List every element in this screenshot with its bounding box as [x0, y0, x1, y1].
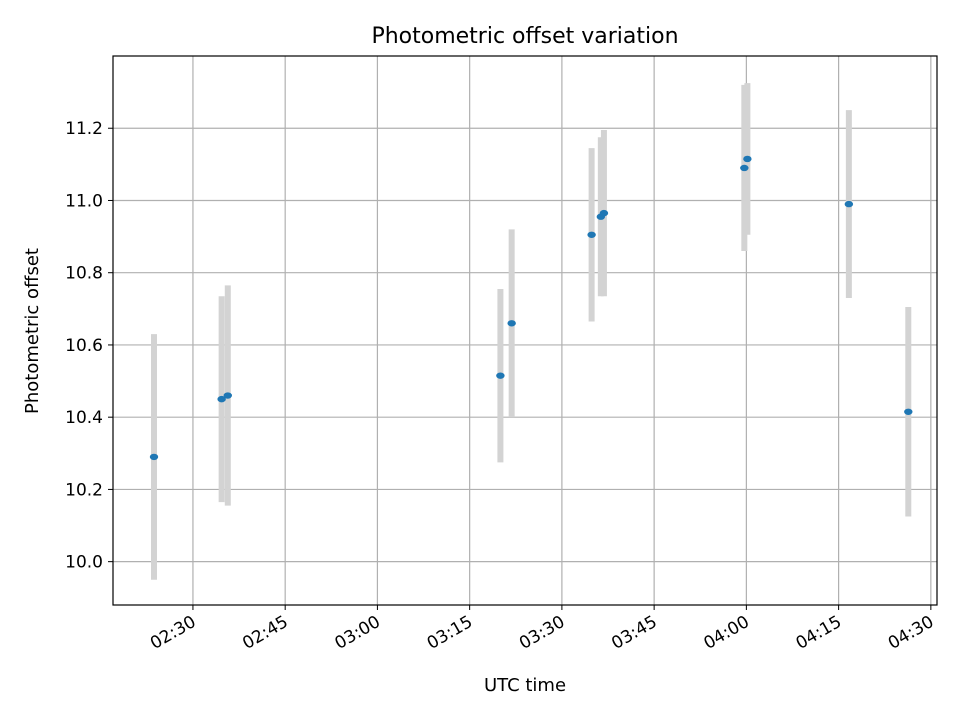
y-tick-label: 11.2 — [65, 119, 103, 139]
x-tick-label: 02:45 — [239, 612, 291, 654]
grid — [113, 56, 937, 605]
chart-title: Photometric offset variation — [371, 24, 678, 49]
data-point — [599, 209, 609, 217]
data-point — [217, 395, 226, 403]
x-axis-label: UTC time — [484, 675, 566, 696]
y-tick-label: 10.8 — [65, 264, 103, 284]
y-axis-ticks: 10.0 10.2 10.4 10.6 10.8 11.0 11.2 — [65, 119, 113, 573]
y-tick-label: 10.2 — [65, 480, 103, 500]
data-point — [587, 231, 596, 238]
error-bars — [150, 83, 912, 580]
x-tick-label: 04:15 — [793, 612, 845, 654]
data-point — [507, 320, 516, 327]
y-tick-label: 10.0 — [65, 553, 103, 573]
x-tick-label: 04:00 — [700, 612, 752, 654]
data-point — [904, 408, 913, 415]
data-point — [743, 155, 752, 163]
x-tick-label: 03:45 — [608, 612, 660, 654]
x-tick-label: 03:00 — [331, 612, 383, 654]
y-tick-label: 10.6 — [65, 336, 103, 356]
y-axis-label: Photometric offset — [22, 248, 43, 414]
y-tick-label: 11.0 — [65, 191, 103, 211]
plot-frame — [112, 55, 938, 606]
data-point — [223, 392, 232, 399]
x-tick-label: 03:15 — [424, 612, 476, 654]
x-axis-ticks: 02:30 02:45 03:00 03:15 03:30 03:45 04:00 04:15… — [147, 605, 937, 654]
data-point — [496, 372, 505, 379]
data-point — [149, 453, 159, 461]
data-point — [844, 200, 854, 208]
x-tick-label: 02:30 — [147, 612, 199, 654]
y-tick-label: 10.4 — [65, 408, 103, 428]
x-tick-label: 03:30 — [516, 612, 568, 654]
data-points — [149, 155, 913, 461]
data-point — [740, 164, 749, 172]
x-tick-label: 04:30 — [885, 612, 937, 654]
